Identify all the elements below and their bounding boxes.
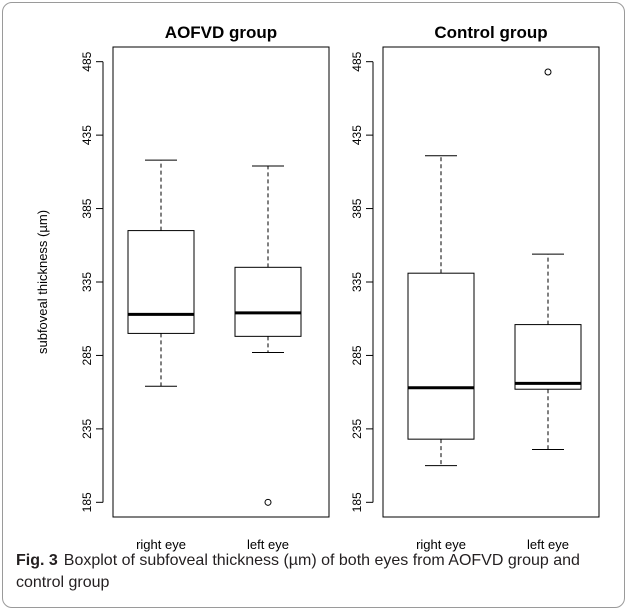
box-iqr bbox=[234, 266, 302, 337]
chart-title: Control group bbox=[434, 23, 547, 42]
y-tick-label: 285 bbox=[350, 345, 364, 365]
box-iqr bbox=[127, 230, 195, 334]
box-iqr bbox=[407, 272, 475, 440]
y-tick-label: 335 bbox=[80, 272, 94, 292]
box-right-eye bbox=[407, 155, 475, 467]
box-iqr bbox=[514, 324, 582, 390]
figure-caption: Fig. 3 Boxplot of subfoveal thickness (µm… bbox=[16, 550, 616, 594]
outlier-point bbox=[264, 498, 272, 506]
y-axis-label: subfoveal thickness (µm) bbox=[35, 210, 50, 354]
y-tick-label: 285 bbox=[80, 345, 94, 365]
y-tick-label: 435 bbox=[350, 125, 364, 145]
y-tick-label: 385 bbox=[80, 198, 94, 218]
y-tick-label: 235 bbox=[350, 419, 364, 439]
x-tick-label: left eye bbox=[527, 537, 569, 552]
y-tick-label: 185 bbox=[350, 492, 364, 512]
y-tick-label: 335 bbox=[350, 272, 364, 292]
box-left-eye bbox=[514, 68, 582, 450]
x-tick-label: right eye bbox=[136, 537, 186, 552]
x-tick-label: left eye bbox=[247, 537, 289, 552]
y-tick-label: 485 bbox=[350, 51, 364, 71]
chart-title: AOFVD group bbox=[165, 23, 277, 42]
y-tick-label: 485 bbox=[80, 51, 94, 71]
caption-text: Boxplot of subfoveal thickness (µm) of b… bbox=[16, 552, 580, 591]
outlier-point bbox=[544, 68, 552, 76]
y-tick-label: 385 bbox=[350, 198, 364, 218]
chart-panel-2: Control group 185 235 285 335 385 435 485 right … bbox=[350, 23, 600, 552]
chart-panel-1: AOFVD group 185 235 285 335 385 435 485 subfovea… bbox=[35, 23, 330, 552]
x-tick-label: right eye bbox=[416, 537, 466, 552]
y-tick-label: 435 bbox=[80, 125, 94, 145]
y-tick-label: 235 bbox=[80, 419, 94, 439]
y-tick-label: 185 bbox=[80, 492, 94, 512]
plot-frame bbox=[112, 46, 330, 518]
box-right-eye bbox=[127, 159, 195, 387]
plot-frame bbox=[382, 46, 600, 518]
caption-label: Fig. 3 bbox=[16, 552, 58, 569]
box-left-eye bbox=[234, 165, 302, 506]
